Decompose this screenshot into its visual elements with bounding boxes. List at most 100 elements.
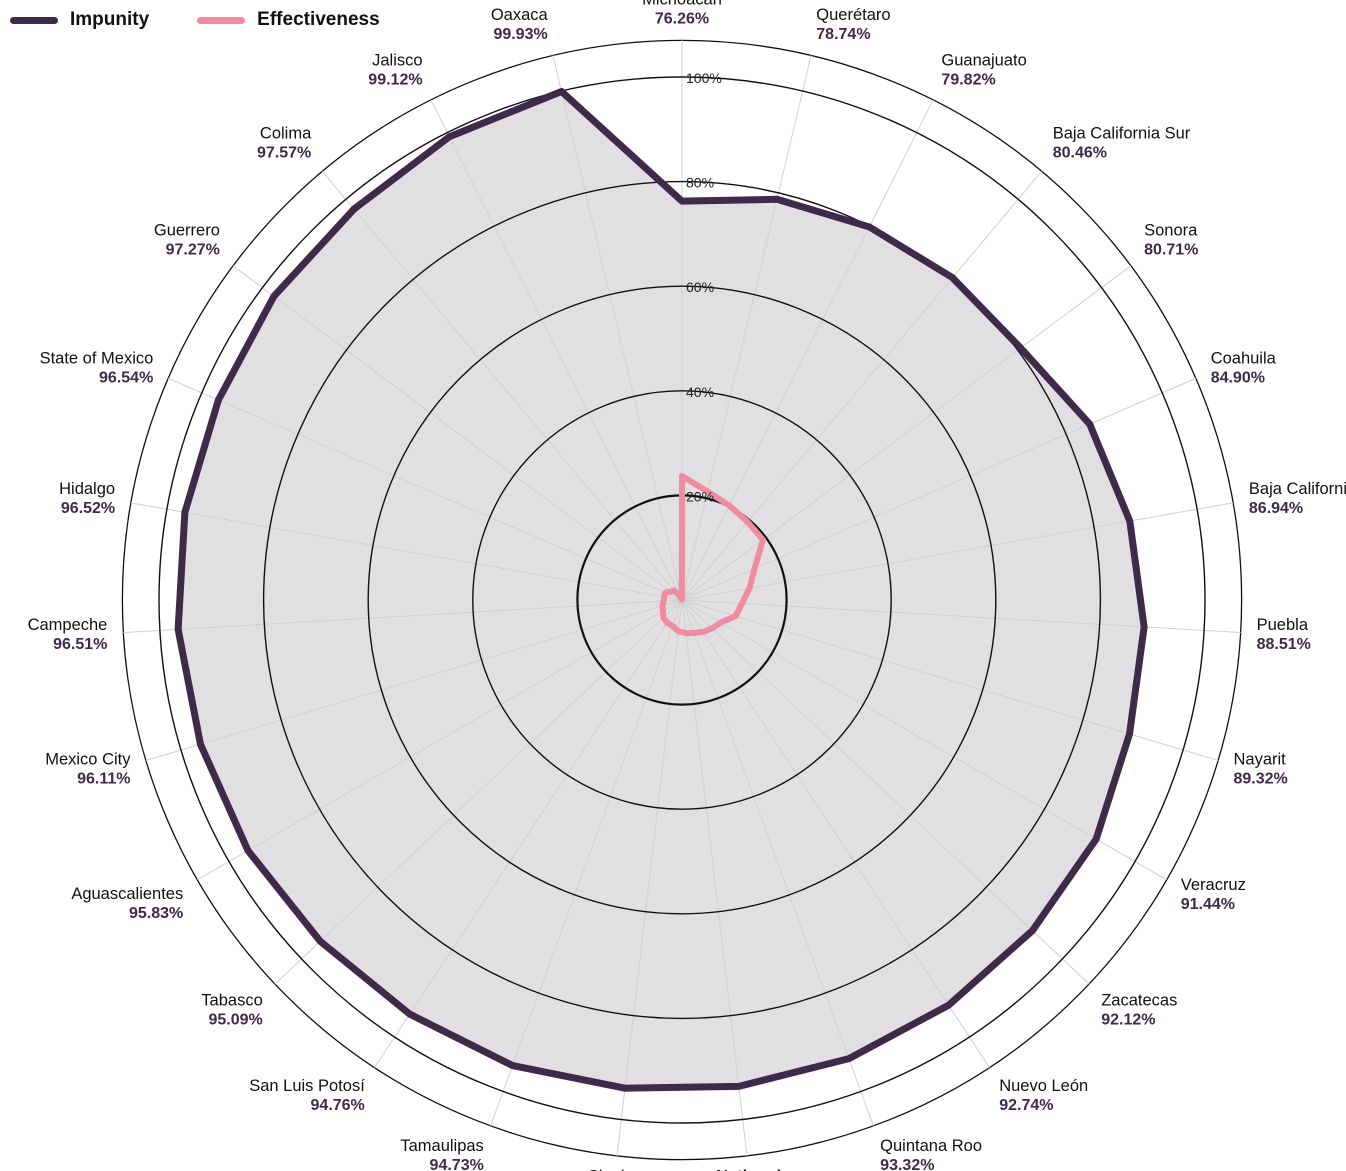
r-tick-label: 80% bbox=[686, 175, 714, 191]
category-value: 97.57% bbox=[257, 145, 311, 162]
category-name: Baja California bbox=[1249, 480, 1346, 498]
r-tick-label: 60% bbox=[686, 279, 714, 295]
legend-item-effectiveness[interactable]: Effectiveness bbox=[197, 9, 380, 31]
spoke-line bbox=[123, 599, 683, 634]
category-name: Puebla bbox=[1257, 616, 1309, 634]
spoke-line bbox=[681, 599, 990, 1068]
category-value: 76.26% bbox=[655, 10, 709, 27]
impunity-line bbox=[174, 87, 1148, 1092]
category-value: 94.73% bbox=[430, 1157, 484, 1171]
category-name: Zacatecas bbox=[1101, 992, 1177, 1010]
category-name: Colima bbox=[260, 125, 312, 143]
category-name: San Luis Potosí bbox=[249, 1077, 365, 1095]
category-name: Michoacán bbox=[642, 0, 722, 8]
spoke-line bbox=[681, 599, 874, 1127]
category-value: 79.82% bbox=[941, 71, 995, 88]
category-label: San Luis Potosí 94.76% bbox=[249, 1077, 365, 1114]
spoke-line bbox=[321, 170, 683, 601]
category-value: 96.51% bbox=[53, 636, 107, 653]
spoke-line bbox=[232, 265, 683, 601]
category-name: Quintana Roo bbox=[880, 1137, 982, 1155]
spoke-line bbox=[616, 599, 683, 1156]
category-name: Nuevo León bbox=[999, 1077, 1088, 1095]
r-tick-label: 40% bbox=[686, 384, 714, 400]
category-label: Hidalgo 96.52% bbox=[59, 480, 115, 517]
spoke-line bbox=[681, 377, 1197, 601]
category-value: 96.52% bbox=[61, 500, 115, 517]
spoke-line bbox=[681, 599, 1167, 881]
effectiveness-line bbox=[659, 473, 766, 637]
category-name: Coahuila bbox=[1211, 349, 1277, 367]
grid-ring bbox=[367, 285, 997, 915]
legend-item-impunity[interactable]: Impunity bbox=[10, 9, 149, 31]
category-label: Oaxaca 99.93% bbox=[491, 6, 549, 43]
grid-ring bbox=[158, 76, 1206, 1124]
category-label: Coahuila 84.90% bbox=[1211, 349, 1277, 386]
category-value: 96.54% bbox=[99, 369, 153, 386]
category-label: Zacatecas 92.12% bbox=[1101, 992, 1177, 1029]
category-name: Aguascalientes bbox=[71, 885, 183, 903]
category-name: Tamaulipas bbox=[400, 1137, 483, 1155]
category-value: 80.46% bbox=[1053, 145, 1107, 162]
r-tick-label: 100% bbox=[686, 70, 722, 86]
category-name: State of Mexico bbox=[40, 349, 154, 367]
category-value: 99.93% bbox=[493, 26, 547, 43]
category-value: 94.76% bbox=[311, 1097, 365, 1114]
grid-ring bbox=[472, 390, 892, 810]
category-label: Baja California 86.94% bbox=[1249, 480, 1346, 517]
spoke-line bbox=[681, 502, 1234, 601]
category-label: Guerrero 97.27% bbox=[154, 221, 220, 258]
category-name: Veracruz bbox=[1181, 876, 1246, 894]
category-label: Nayarit 89.32% bbox=[1234, 751, 1288, 788]
spoke-line bbox=[681, 265, 1132, 601]
category-name: Guerrero bbox=[154, 221, 220, 239]
impunity-area bbox=[178, 91, 1145, 1089]
category-value: 84.90% bbox=[1211, 369, 1265, 386]
category-name: Sonora bbox=[1144, 221, 1198, 239]
category-name: Baja California Sur bbox=[1053, 125, 1191, 143]
category-name: Hidalgo bbox=[59, 480, 115, 498]
spoke-line bbox=[552, 55, 683, 601]
spoke-line bbox=[681, 599, 748, 1156]
category-value: 80.71% bbox=[1144, 241, 1198, 258]
category-label: Puebla 88.51% bbox=[1257, 616, 1311, 653]
spoke-line bbox=[145, 599, 683, 761]
category-label: Tabasco 95.09% bbox=[201, 992, 262, 1029]
category-value: 92.74% bbox=[999, 1097, 1053, 1114]
category-name: Guanajuato bbox=[941, 51, 1026, 69]
category-label: State of Mexico 96.54% bbox=[40, 349, 154, 386]
category-label: Guanajuato 79.82% bbox=[941, 51, 1026, 88]
spoke-line bbox=[681, 599, 1090, 985]
category-label: Veracruz 91.44% bbox=[1181, 876, 1246, 913]
category-value: 92.12% bbox=[1101, 1012, 1155, 1029]
category-label: National93.63% bbox=[716, 1168, 781, 1171]
category-name: Querétaro bbox=[816, 6, 890, 24]
category-label: Tamaulipas 94.73% bbox=[400, 1137, 483, 1171]
category-label: Sinaloa93.98% bbox=[588, 1168, 644, 1171]
category-name: Nayarit bbox=[1234, 751, 1287, 769]
category-value: 96.11% bbox=[77, 771, 130, 788]
category-name: National bbox=[716, 1168, 781, 1171]
category-label: Aguascalientes 95.83% bbox=[71, 885, 183, 922]
category-value: 91.44% bbox=[1181, 896, 1235, 913]
spoke-line bbox=[274, 599, 683, 985]
spoke-line bbox=[490, 599, 683, 1127]
category-value: 95.83% bbox=[129, 905, 183, 922]
spoke-line bbox=[681, 170, 1043, 601]
legend-swatch-impunity bbox=[10, 16, 58, 24]
category-label: Colima 97.57% bbox=[257, 125, 312, 162]
category-label: Michoacán 76.26% bbox=[642, 0, 722, 27]
r-tick-label: 20% bbox=[686, 488, 714, 504]
category-name: Mexico City bbox=[45, 751, 131, 769]
category-value: 89.32% bbox=[1234, 771, 1288, 788]
spoke-line bbox=[681, 99, 934, 601]
category-name: Tabasco bbox=[201, 992, 262, 1010]
category-label: Nuevo León 92.74% bbox=[999, 1077, 1088, 1114]
category-label: Querétaro 78.74% bbox=[816, 6, 890, 43]
category-value: 93.32% bbox=[880, 1157, 934, 1171]
legend-label-effectiveness: Effectiveness bbox=[257, 9, 380, 30]
category-label: Sonora 80.71% bbox=[1144, 221, 1198, 258]
legend-swatch-effectiveness bbox=[197, 16, 246, 24]
grid-ring bbox=[262, 180, 1102, 1020]
